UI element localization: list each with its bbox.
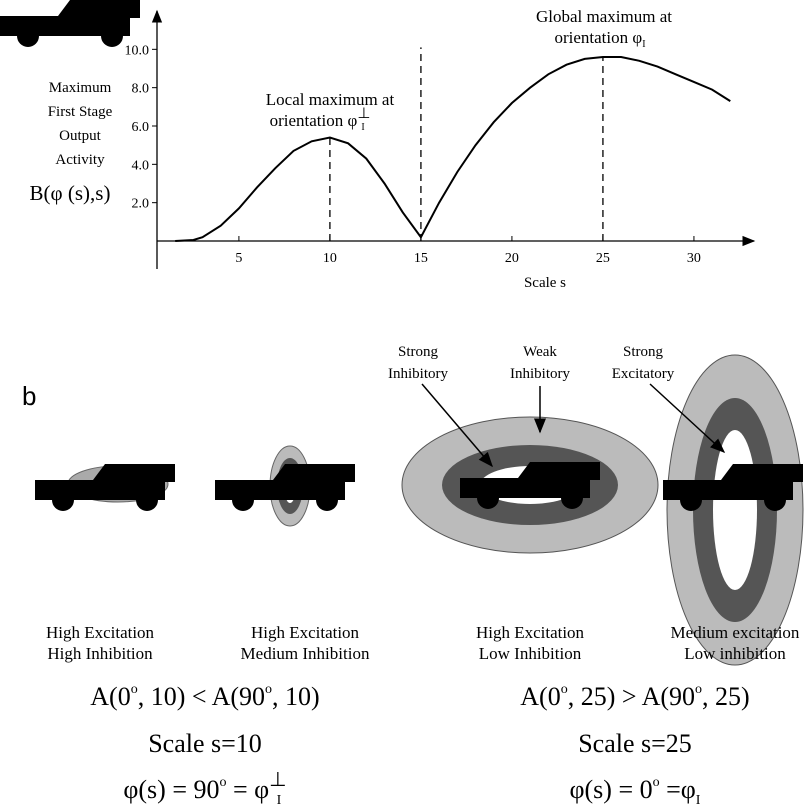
- eq-text: , 10): [272, 682, 320, 711]
- car: [35, 464, 175, 511]
- figure: a b Maximum First Stage Output Activity …: [0, 0, 812, 811]
- x-tick-label: 20: [505, 251, 519, 266]
- region-label: Inhibitory: [388, 366, 448, 382]
- eq-sub: I: [277, 793, 282, 808]
- region-label: Strong: [398, 344, 439, 360]
- caption: High Inhibition: [47, 644, 153, 663]
- caption: Low Inhibition: [479, 644, 582, 663]
- caption: High Excitation: [46, 623, 155, 642]
- inequality: A(0o, 10) < A(90o, 10): [90, 682, 319, 711]
- y-label-formula: B(φ (s),s): [30, 181, 111, 205]
- inequality: A(0o, 25) > A(90o, 25): [520, 682, 749, 711]
- annotation: Local maximum at: [266, 90, 395, 109]
- region-labels: Strong Inhibitory Weak Inhibitory Strong…: [388, 344, 675, 382]
- panel-label: b: [22, 381, 36, 411]
- car: [0, 0, 140, 47]
- x-tick-label: 25: [596, 251, 610, 266]
- eq-sup: o: [220, 775, 227, 790]
- x-tick-label: 30: [687, 251, 701, 266]
- eq-text: A(0: [90, 682, 130, 711]
- region-label: Weak: [523, 344, 557, 360]
- eq-sup: o: [131, 682, 138, 697]
- eq-text: φ(s) = 90: [123, 775, 219, 804]
- eq-sup: o: [265, 682, 272, 697]
- annotation-text: orientation φ: [554, 28, 642, 47]
- scale: Scale s=25: [578, 729, 692, 758]
- annotation-sub: I: [361, 122, 364, 133]
- line: [175, 57, 730, 241]
- annotation: Global maximum at: [536, 7, 672, 26]
- annotation: orientation φI: [554, 28, 645, 50]
- annotation-sub: I: [642, 39, 645, 50]
- y-tick-label: 6.0: [132, 120, 150, 135]
- eq-sub: I: [696, 793, 701, 808]
- eq-text: = φ: [227, 775, 270, 804]
- equations: A(0o, 10) < A(90o, 10) Scale s=10 φ(s) =…: [90, 682, 749, 808]
- orientation: φ(s) = 90o = φ⊥ I: [123, 769, 286, 808]
- region-label: Strong: [623, 344, 664, 360]
- scale: Scale s=10: [148, 729, 262, 758]
- y-tick-label: 8.0: [132, 82, 150, 97]
- x-tick-label: 15: [414, 251, 428, 266]
- eq-text: , 25): [702, 682, 750, 711]
- y-tick-label: 4.0: [132, 158, 150, 173]
- x-tick-label: 5: [235, 251, 242, 266]
- caption: High Excitation: [476, 623, 585, 642]
- annotation-text: orientation φ: [270, 111, 358, 130]
- y-label-line: First Stage: [48, 104, 113, 120]
- annotation-sup: ⊥: [357, 106, 370, 122]
- orientation: φ(s) = 0o =φI: [570, 775, 701, 808]
- x-label: Scale s: [524, 275, 566, 291]
- page: {"panel_labels": {"a": "a", "b": "b"}, "…: [0, 0, 812, 811]
- caption: Low inhibition: [684, 644, 786, 663]
- eq-sup: ⊥: [269, 769, 286, 791]
- y-tick-label: 10.0: [125, 43, 150, 58]
- y-label-line: Maximum: [49, 80, 112, 96]
- region-label: Excitatory: [612, 366, 675, 382]
- caption: Medium excitation: [671, 623, 800, 642]
- eq-text: =φ: [660, 775, 696, 804]
- y-label: Maximum First Stage Output Activity B(φ …: [30, 80, 113, 205]
- annotation: orientation φ⊥I: [270, 106, 371, 133]
- eq-text: , 10) < A(90: [138, 682, 265, 711]
- eq-text: A(0: [520, 682, 560, 711]
- region-label: Inhibitory: [510, 366, 570, 382]
- eq-text: φ(s) = 0: [570, 775, 653, 804]
- field: [713, 430, 757, 590]
- eq-sup: o: [653, 775, 660, 790]
- diagram: [0, 0, 803, 665]
- eq-sup: o: [561, 682, 568, 697]
- eq-text: , 25) > A(90: [568, 682, 695, 711]
- eq-sup: o: [695, 682, 702, 697]
- y-label-line: Output: [59, 128, 102, 144]
- caption: Medium Inhibition: [241, 644, 370, 663]
- caption: High Excitation: [251, 623, 360, 642]
- y-label-line: Activity: [55, 152, 105, 168]
- captions: High Excitation High Inhibition High Exc…: [46, 623, 800, 663]
- y-tick-label: 2.0: [132, 197, 150, 212]
- x-tick-label: 10: [323, 251, 337, 266]
